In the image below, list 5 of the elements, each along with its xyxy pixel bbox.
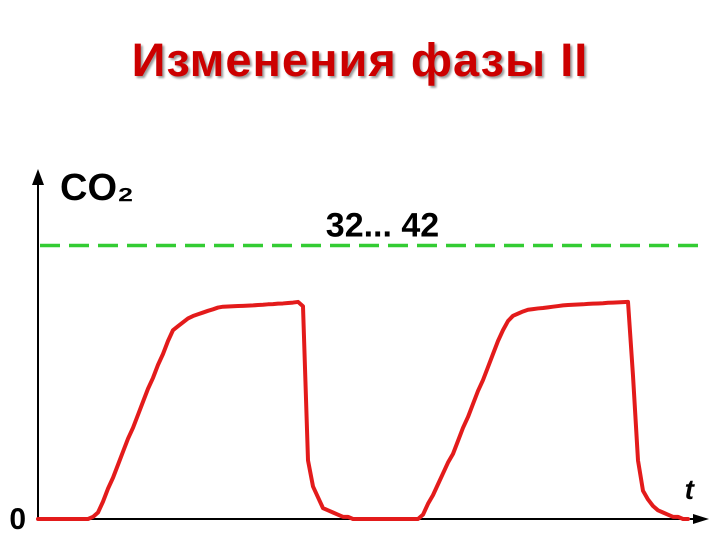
y-axis-title: CO₂ (60, 166, 134, 210)
x-axis-title: t (684, 474, 694, 506)
chart-title: Изменения фазы II (130, 33, 590, 87)
text: 0 (9, 503, 26, 536)
text: 32... 42 (326, 206, 440, 244)
